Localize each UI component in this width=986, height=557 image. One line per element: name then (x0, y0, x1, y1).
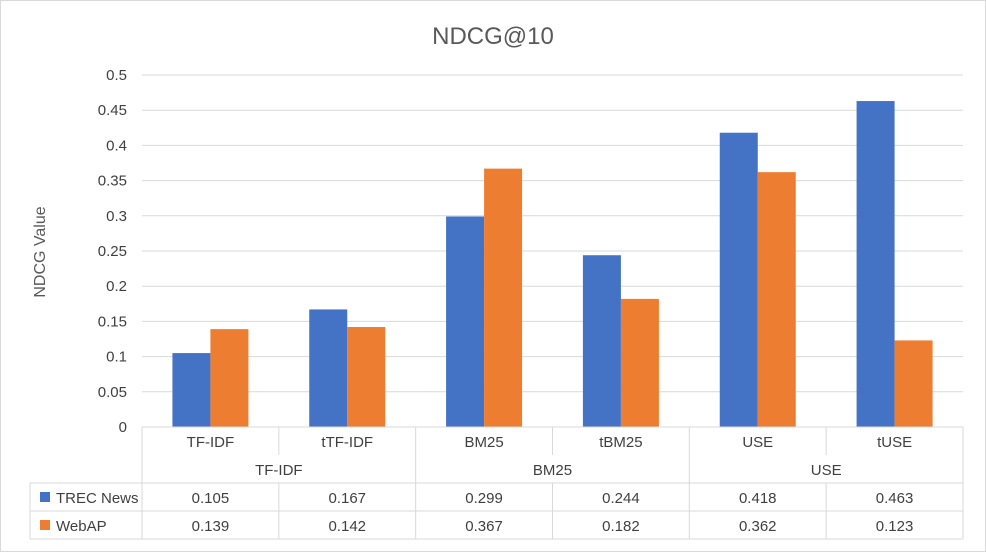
y-tick-label: 0.05 (98, 384, 127, 401)
x-group-label: BM25 (533, 462, 572, 479)
bar-trec-news (719, 132, 758, 427)
y-axis-label: NDCG Value (32, 206, 49, 297)
table-value: 0.299 (465, 490, 503, 507)
legend-swatch (40, 492, 50, 502)
table-value: 0.142 (328, 518, 366, 535)
bar-trec-news (582, 255, 621, 427)
table-value: 0.418 (739, 490, 777, 507)
gridlines (142, 74, 963, 393)
table-value: 0.367 (465, 518, 503, 535)
legend-swatch (40, 520, 50, 530)
x-category-label: TF-IDF (187, 434, 234, 451)
bar-webap (894, 340, 933, 427)
chart-title: NDCG@10 (432, 23, 554, 50)
y-tick-label: 0.5 (106, 67, 127, 84)
y-tick-label: 0.4 (106, 137, 127, 154)
bars (172, 101, 933, 427)
table-value: 0.362 (739, 518, 777, 535)
y-tick-label: 0.15 (98, 313, 127, 330)
data-table: TF-IDF tTF-IDF BM25 tBM25 USE tUSE TF-IDF BM25 U… (29, 426, 964, 540)
x-category-label: USE (742, 434, 773, 451)
y-tick-label: 0.3 (106, 208, 127, 225)
x-group-label: TF-IDF (255, 462, 302, 479)
bar-trec-news (446, 216, 485, 427)
y-tick-label: 0.45 (98, 102, 127, 119)
table-value: 0.244 (602, 490, 640, 507)
bar-webap (347, 327, 386, 427)
bar-webap (620, 298, 659, 427)
x-group-label: USE (811, 462, 842, 479)
table-value: 0.182 (602, 518, 640, 535)
table-value: 0.123 (876, 518, 914, 535)
bar-trec-news (856, 101, 895, 427)
y-tick-label: 0.1 (106, 349, 127, 366)
bar-trec-news (309, 309, 348, 427)
bar-webap (484, 168, 523, 427)
x-category-label: tTF-IDF (321, 434, 373, 451)
y-tick-label: 0.25 (98, 243, 127, 260)
bar-webap (210, 329, 249, 427)
legend-series-name: TREC News (56, 490, 139, 507)
table-value: 0.167 (328, 490, 366, 507)
x-category-label: tUSE (877, 434, 912, 451)
x-category-label: tBM25 (599, 434, 642, 451)
table-value: 0.463 (876, 490, 914, 507)
bar-webap (757, 172, 796, 427)
table-value: 0.105 (192, 490, 230, 507)
y-tick-label: 0 (119, 419, 127, 436)
y-tick-label: 0.2 (106, 278, 127, 295)
y-axis-ticks: 0 0.05 0.1 0.15 0.2 0.25 0.3 0.35 0.4 0.45 0.5 (98, 67, 127, 436)
bar-trec-news (172, 353, 211, 427)
table-value: 0.139 (192, 518, 230, 535)
y-tick-label: 0.35 (98, 173, 127, 190)
legend-series-name: WebAP (56, 518, 107, 535)
x-category-label: BM25 (464, 434, 503, 451)
